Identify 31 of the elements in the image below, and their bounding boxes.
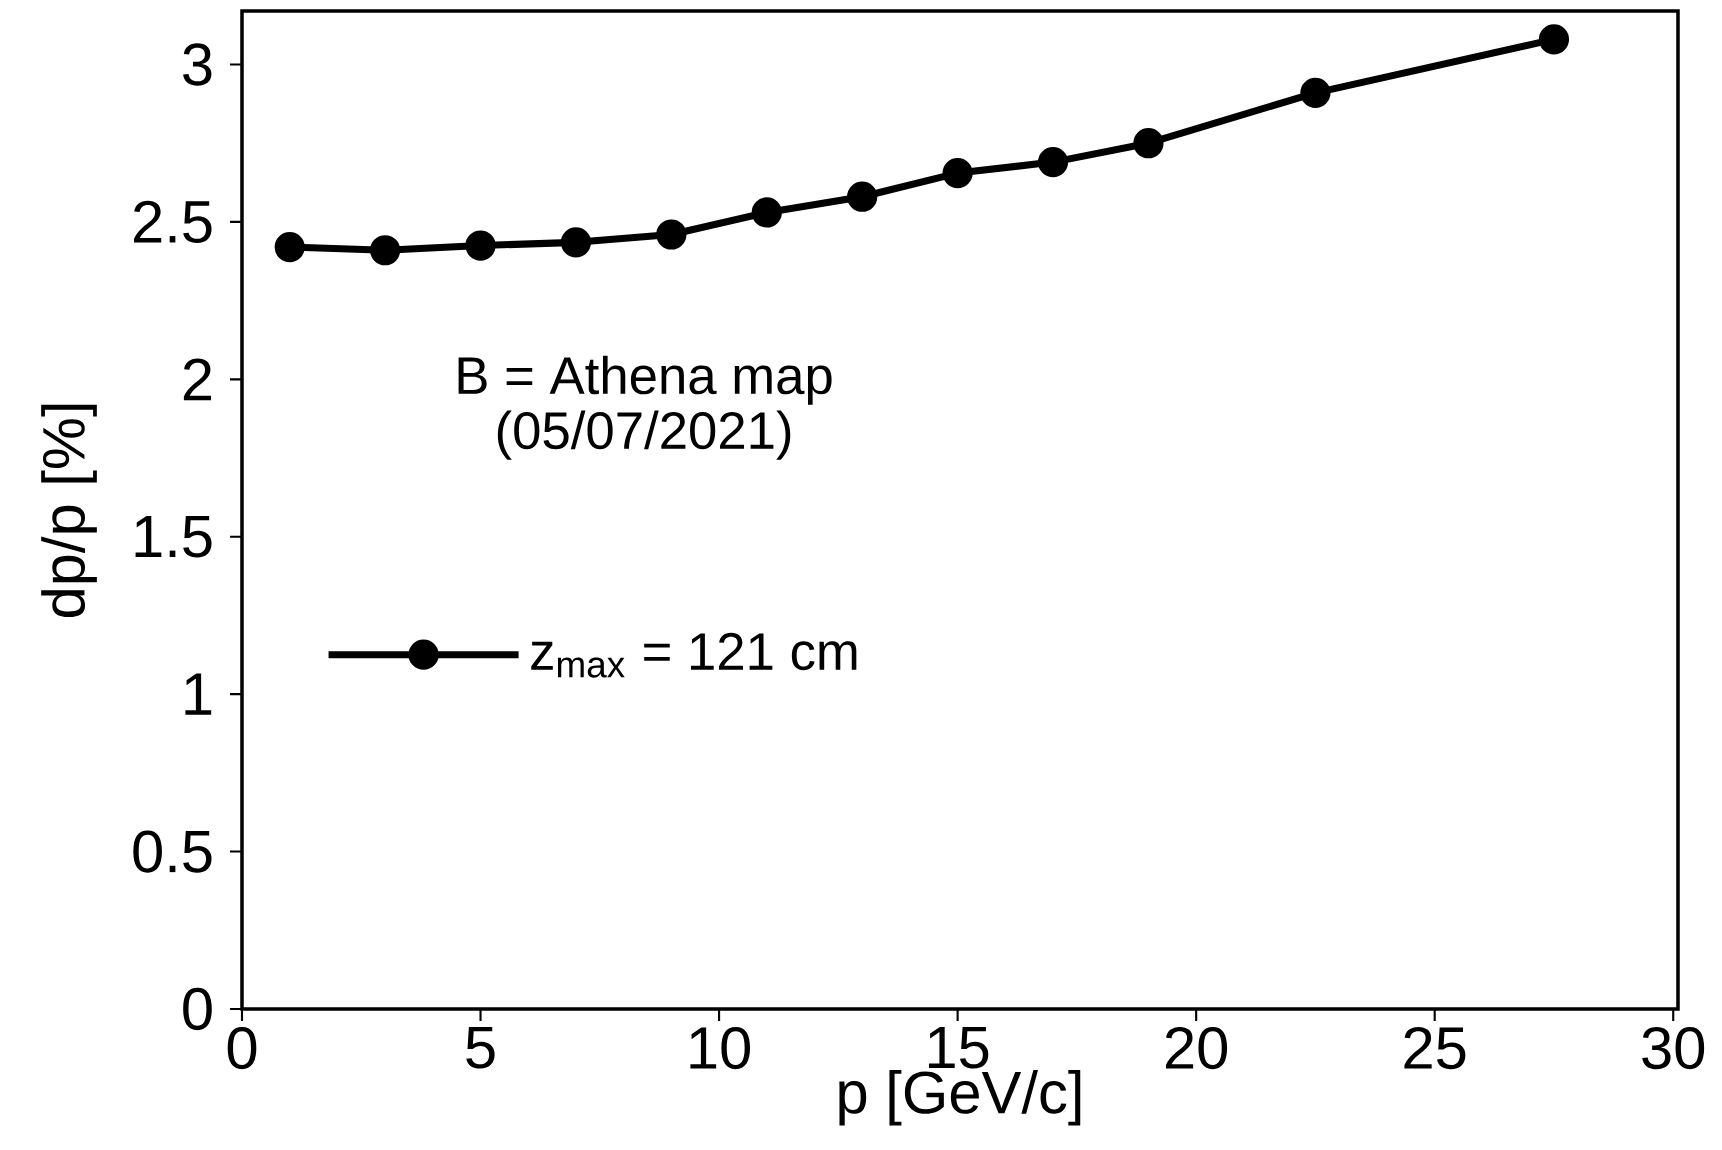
y-tick-label: 2 (183, 358, 212, 401)
y-tick-label: 0.5 (133, 830, 212, 873)
x-tick-label: 15 (928, 1026, 989, 1069)
x-tick-label: 0 (227, 1026, 257, 1070)
y-tick-label: 0 (183, 987, 212, 1031)
x-tick-label: 20 (1165, 1026, 1228, 1070)
annotation: (05/07/2021) (497, 410, 791, 460)
point (370, 235, 401, 266)
y-tick-label: 2.5 (134, 200, 212, 244)
legend-label: z$_{max}$ = 121 cm (531, 632, 857, 678)
point (847, 181, 878, 212)
point (1300, 77, 1331, 108)
x-tick-label: 10 (690, 1026, 750, 1070)
point (274, 231, 305, 263)
point (1538, 24, 1570, 55)
point (751, 197, 782, 228)
point (942, 158, 973, 189)
y-tick-label: 1 (185, 673, 212, 715)
y-tick-label: 3 (183, 43, 212, 86)
point (1037, 146, 1069, 178)
x-tick-label: 25 (1404, 1026, 1466, 1070)
point (1133, 128, 1164, 159)
x-tick-label: 30 (1642, 1026, 1705, 1070)
x-axis-title: p [GeV/c] (839, 1069, 1081, 1126)
point (656, 219, 687, 250)
y-tick-label: 1.5 (135, 515, 212, 558)
point (560, 227, 592, 258)
point (465, 230, 496, 261)
x-tick-label: 5 (466, 1026, 495, 1069)
y-axis-title: dp/p [%] (41, 404, 97, 618)
annotation: B = Athena map (458, 355, 832, 405)
